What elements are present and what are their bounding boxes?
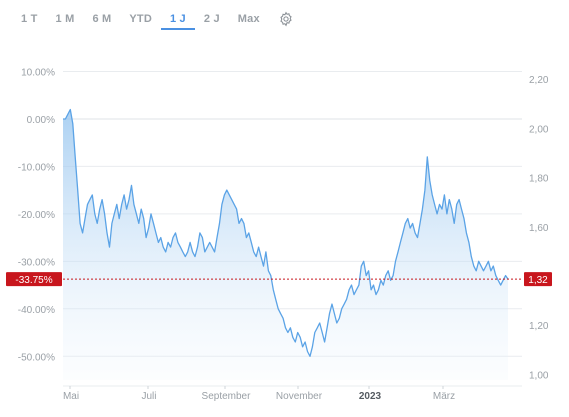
y-left-tick-label: -50.00% — [18, 352, 55, 363]
chart: 10.00% 0.00% -10.00% -20.00% -30.00% -40.00% -… — [6, 67, 552, 402]
x-axis: Mai Juli September November 2023 März — [63, 385, 522, 402]
y-axis-right: 2,202,001,801,601,401,201,00 — [529, 75, 549, 381]
x-tick-label: September — [202, 391, 252, 402]
range-tabs: 1 T 1 M 6 M YTD 1 J 2 J Max — [12, 8, 297, 30]
y-left-tick-label: -40.00% — [18, 305, 55, 316]
x-tick-label: Juli — [141, 391, 156, 402]
y-right-tick-label: 1,20 — [529, 321, 549, 332]
y-left-tick-label: 10.00% — [21, 67, 55, 78]
marker-right-label: 1,32 — [528, 275, 548, 286]
y-left-tick-label: 0.00% — [27, 115, 55, 126]
y-left-tick-label: -10.00% — [18, 162, 55, 173]
y-right-tick-label: 2,20 — [529, 75, 549, 86]
marker-left-label: -33.75% — [15, 275, 52, 286]
y-right-tick-label: 1,00 — [529, 370, 549, 381]
tab-max[interactable]: Max — [237, 13, 260, 25]
gear-icon[interactable] — [275, 8, 297, 30]
y-left-tick-label: -30.00% — [18, 257, 55, 268]
tab-1j[interactable]: 1 J — [160, 8, 195, 30]
y-right-tick-label: 1,80 — [529, 174, 549, 185]
y-axis-left: 10.00% 0.00% -10.00% -20.00% -30.00% -40.00% -… — [18, 67, 55, 363]
tab-ytd[interactable]: YTD — [129, 13, 152, 25]
x-tick-label: 2023 — [359, 391, 382, 402]
tab-6m[interactable]: 6 M — [92, 13, 112, 25]
x-tick-label: Mai — [63, 391, 79, 402]
x-tick-label: März — [433, 391, 455, 402]
marker-right-badge — [524, 272, 552, 287]
y-right-tick-label: 2,00 — [529, 124, 549, 135]
tab-1m[interactable]: 1 M — [55, 13, 75, 25]
y-right-tick-label: 1,60 — [529, 223, 549, 234]
marker-left-badge — [6, 272, 62, 287]
tab-1t[interactable]: 1 T — [21, 13, 38, 25]
x-tick-label: November — [276, 391, 323, 402]
y-left-tick-label: -20.00% — [18, 210, 55, 221]
series-line — [63, 108, 509, 357]
series-area — [63, 109, 508, 380]
current-value-marker: -33.75% 1,32 — [6, 272, 552, 287]
tab-2j[interactable]: 2 J — [203, 13, 220, 25]
